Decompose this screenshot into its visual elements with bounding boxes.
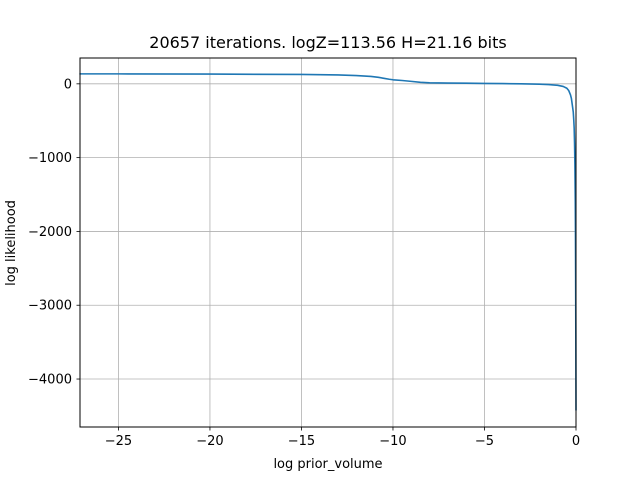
series-layer — [79, 73, 577, 411]
plot-frame — [79, 57, 577, 428]
chart-title: 20657 iterations. logZ=113.56 H=21.16 bi… — [149, 33, 506, 52]
x-tick-label: −25 — [105, 434, 132, 449]
series-line — [79, 73, 577, 411]
y-tick-label: −4000 — [28, 373, 72, 388]
x-tick-label: −10 — [379, 434, 406, 449]
y-tick-label: 0 — [64, 77, 72, 92]
axis-ticks: −25 −20 −15 −10 −5 0 0 −1000 −2000 −3000 −4000 — [28, 77, 580, 449]
y-axis-label: log likelihood — [4, 200, 19, 286]
x-tick-label: 0 — [572, 434, 580, 449]
x-tick-label: −15 — [288, 434, 315, 449]
y-tick-label: −2000 — [28, 225, 72, 240]
x-tick-label: −5 — [475, 434, 494, 449]
y-tick-label: −1000 — [28, 151, 72, 166]
x-tick-label: −20 — [196, 434, 223, 449]
x-axis-label: log prior_volume — [273, 457, 382, 472]
y-tick-label: −3000 — [28, 299, 72, 314]
